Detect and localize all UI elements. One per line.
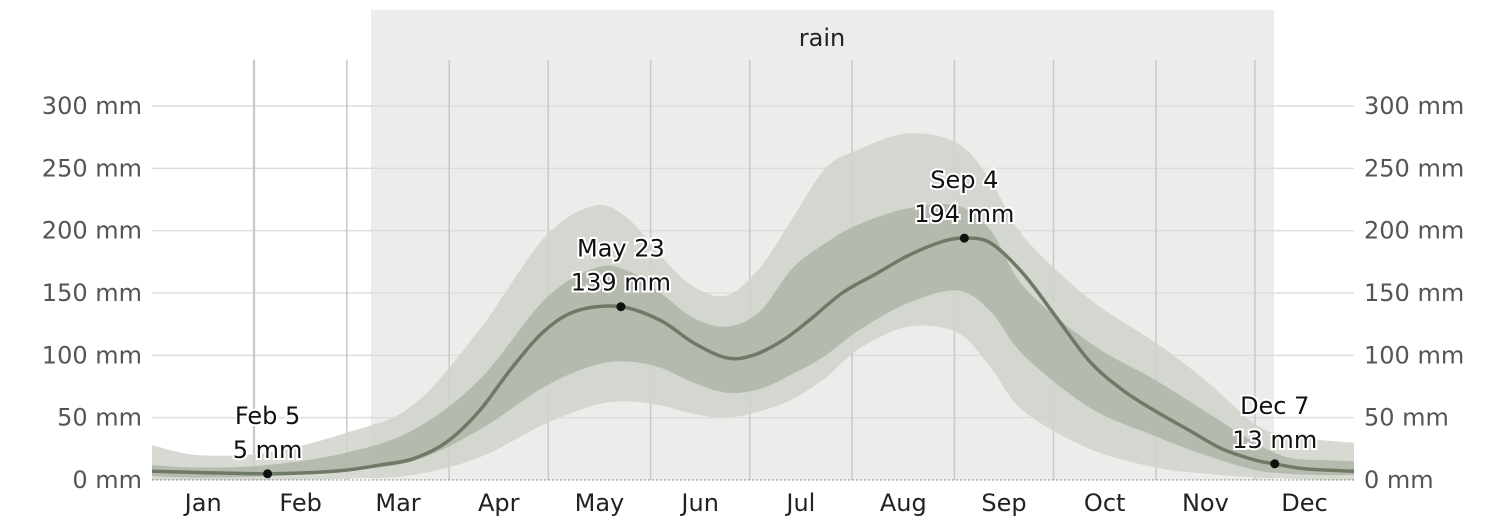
y-tick-left-label: 200 mm: [42, 217, 142, 245]
annotation-value: 139 mm: [571, 269, 671, 297]
y-tick-right-label: 0 mm: [1364, 466, 1434, 494]
month-label-mar: Mar: [375, 489, 420, 517]
y-tick-left-label: 150 mm: [42, 279, 142, 307]
annotation-value: 194 mm: [914, 200, 1014, 228]
x-axis-months: Jan Feb Mar Apr May Jun Jul Aug Sep Oct Nov Dec: [183, 489, 1328, 517]
month-label-feb: Feb: [279, 489, 322, 517]
month-label-jun: Jun: [679, 489, 719, 517]
month-label-aug: Aug: [880, 489, 927, 517]
month-label-jul: Jul: [784, 489, 815, 517]
annotation-point: [1270, 459, 1280, 469]
annotation-point: [263, 469, 273, 479]
annotation-date: May 23: [577, 235, 665, 263]
y-axis-right: 0 mm 50 mm 100 mm 150 mm 200 mm 250 mm 300 mm: [1364, 92, 1464, 494]
month-label-dec: Dec: [1281, 489, 1327, 517]
month-label-oct: Oct: [1084, 489, 1126, 517]
annotation-date: Sep 4: [930, 166, 998, 194]
month-label-jan: Jan: [183, 489, 222, 517]
y-tick-left-label: 100 mm: [42, 341, 142, 369]
y-tick-right-label: 150 mm: [1364, 279, 1464, 307]
y-tick-right-label: 50 mm: [1364, 404, 1449, 432]
month-label-nov: Nov: [1182, 489, 1229, 517]
annotation-point: [959, 233, 969, 243]
month-label-sep: Sep: [981, 489, 1026, 517]
y-tick-left-label: 250 mm: [42, 154, 142, 182]
annotation-value: 13 mm: [1232, 426, 1317, 454]
band-10-90-percentile: [152, 133, 1354, 481]
median-line: [151, 236, 1355, 476]
band-25-75-percentile: [152, 204, 1354, 478]
annotation-date: Dec 7: [1240, 392, 1309, 420]
annotations: Feb 5 5 mm May 23 139 mm Sep 4 194 mm Dec 7 13 …: [231, 164, 1319, 479]
y-tick-right-label: 250 mm: [1364, 154, 1464, 182]
season-label: rain: [799, 24, 845, 52]
y-tick-left-label: 0 mm: [72, 466, 142, 494]
month-label-may: May: [575, 489, 625, 517]
y-tick-right-label: 200 mm: [1364, 217, 1464, 245]
y-tick-left-label: 300 mm: [42, 92, 142, 120]
annotation-value: 5 mm: [233, 436, 303, 464]
y-axis-left: 0 mm 50 mm 100 mm 150 mm 200 mm 250 mm 300 mm: [42, 92, 142, 494]
y-tick-right-label: 300 mm: [1364, 92, 1464, 120]
annotation-date: Feb 5: [235, 402, 300, 430]
month-label-apr: Apr: [478, 489, 520, 517]
y-tick-left-label: 50 mm: [57, 404, 142, 432]
annotation-point: [616, 302, 626, 312]
y-tick-right-label: 100 mm: [1364, 341, 1464, 369]
